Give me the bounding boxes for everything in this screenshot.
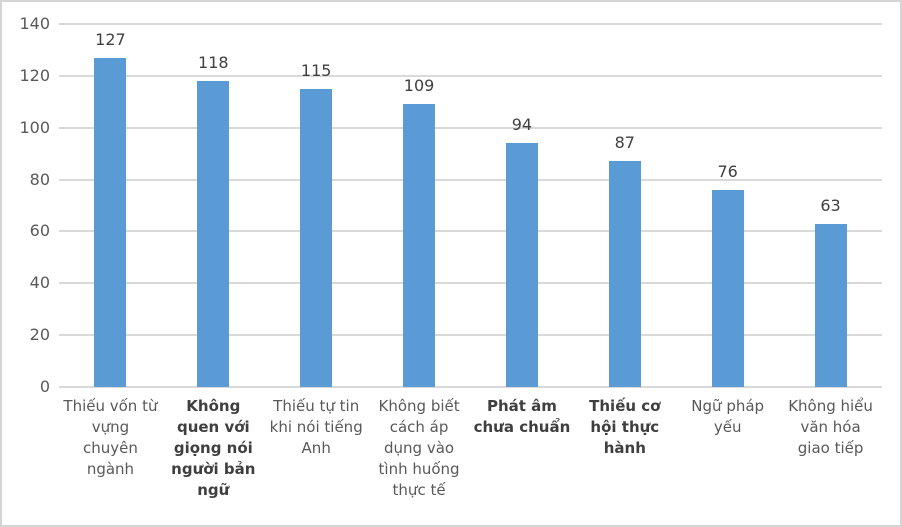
- data-label-8: 63: [820, 195, 841, 215]
- data-label-6: 87: [614, 133, 635, 153]
- data-label-3: 115: [300, 60, 332, 80]
- gridline-40: [59, 282, 882, 285]
- data-label-4: 109: [403, 76, 435, 96]
- bar-7: [711, 189, 744, 387]
- gridline-80: [59, 178, 882, 181]
- data-label-1: 127: [95, 29, 126, 49]
- bar-3: [300, 88, 333, 387]
- gridline-140: [59, 23, 882, 25]
- bar-slot: 63: [779, 24, 882, 387]
- category-label-2: Không quen với giọng nói người bản ngữ: [171, 397, 256, 499]
- category-label-7: Ngữ pháp yếu: [691, 397, 765, 436]
- y-tick-label-0: 0: [39, 377, 50, 396]
- bar-8: [814, 223, 847, 387]
- y-tick-label-120: 120: [19, 65, 50, 85]
- category-label-4: Không biết cách áp dụng vào tình huống t…: [378, 397, 460, 499]
- bar-5: [505, 143, 538, 387]
- bar-slot: 115: [265, 24, 368, 387]
- y-tick-label-100: 100: [19, 117, 50, 137]
- data-label-5: 94: [511, 115, 533, 135]
- gridline-0: [59, 386, 882, 388]
- category-label-5: Phát âm chưa chuẩn: [473, 397, 571, 436]
- gridline-120: [59, 74, 882, 77]
- bar-2: [197, 81, 230, 387]
- y-tick-label-20: 20: [29, 325, 50, 345]
- gridline-20: [59, 334, 882, 337]
- gridline-100: [59, 126, 882, 129]
- bar-slot: 87: [573, 24, 676, 387]
- bar-slot: 127: [59, 24, 162, 387]
- bar-slot: 76: [676, 24, 779, 387]
- bar-slot: 118: [162, 24, 265, 387]
- data-label-7: 76: [717, 161, 738, 181]
- bar-slot: 94: [471, 24, 574, 387]
- category-label-3: Thiếu tự tin khi nói tiếng Anh: [269, 397, 363, 457]
- category-label-6: Thiếu cơ hội thực hành: [589, 397, 661, 457]
- category-label-1: Thiếu vốn từ vựng chuyên ngành: [63, 397, 158, 478]
- y-tick-label-40: 40: [29, 273, 50, 293]
- category-label-8: Không hiểu văn hóa giao tiếp: [788, 397, 873, 457]
- gridline-60: [59, 230, 882, 233]
- y-tick-label-80: 80: [29, 169, 50, 189]
- data-label-2: 118: [198, 53, 229, 73]
- bar-4: [403, 104, 436, 387]
- y-tick-label-140: 140: [19, 14, 50, 33]
- y-tick-label-60: 60: [29, 221, 50, 241]
- bar-6: [608, 161, 641, 387]
- bar-1: [94, 57, 127, 387]
- plot-area: 127 118 115 109 94 87 76 63: [59, 23, 882, 388]
- bar-slot: 109: [368, 24, 471, 387]
- x-axis: Thiếu vốn từ vựng chuyên ngành Không quen…: [59, 396, 882, 501]
